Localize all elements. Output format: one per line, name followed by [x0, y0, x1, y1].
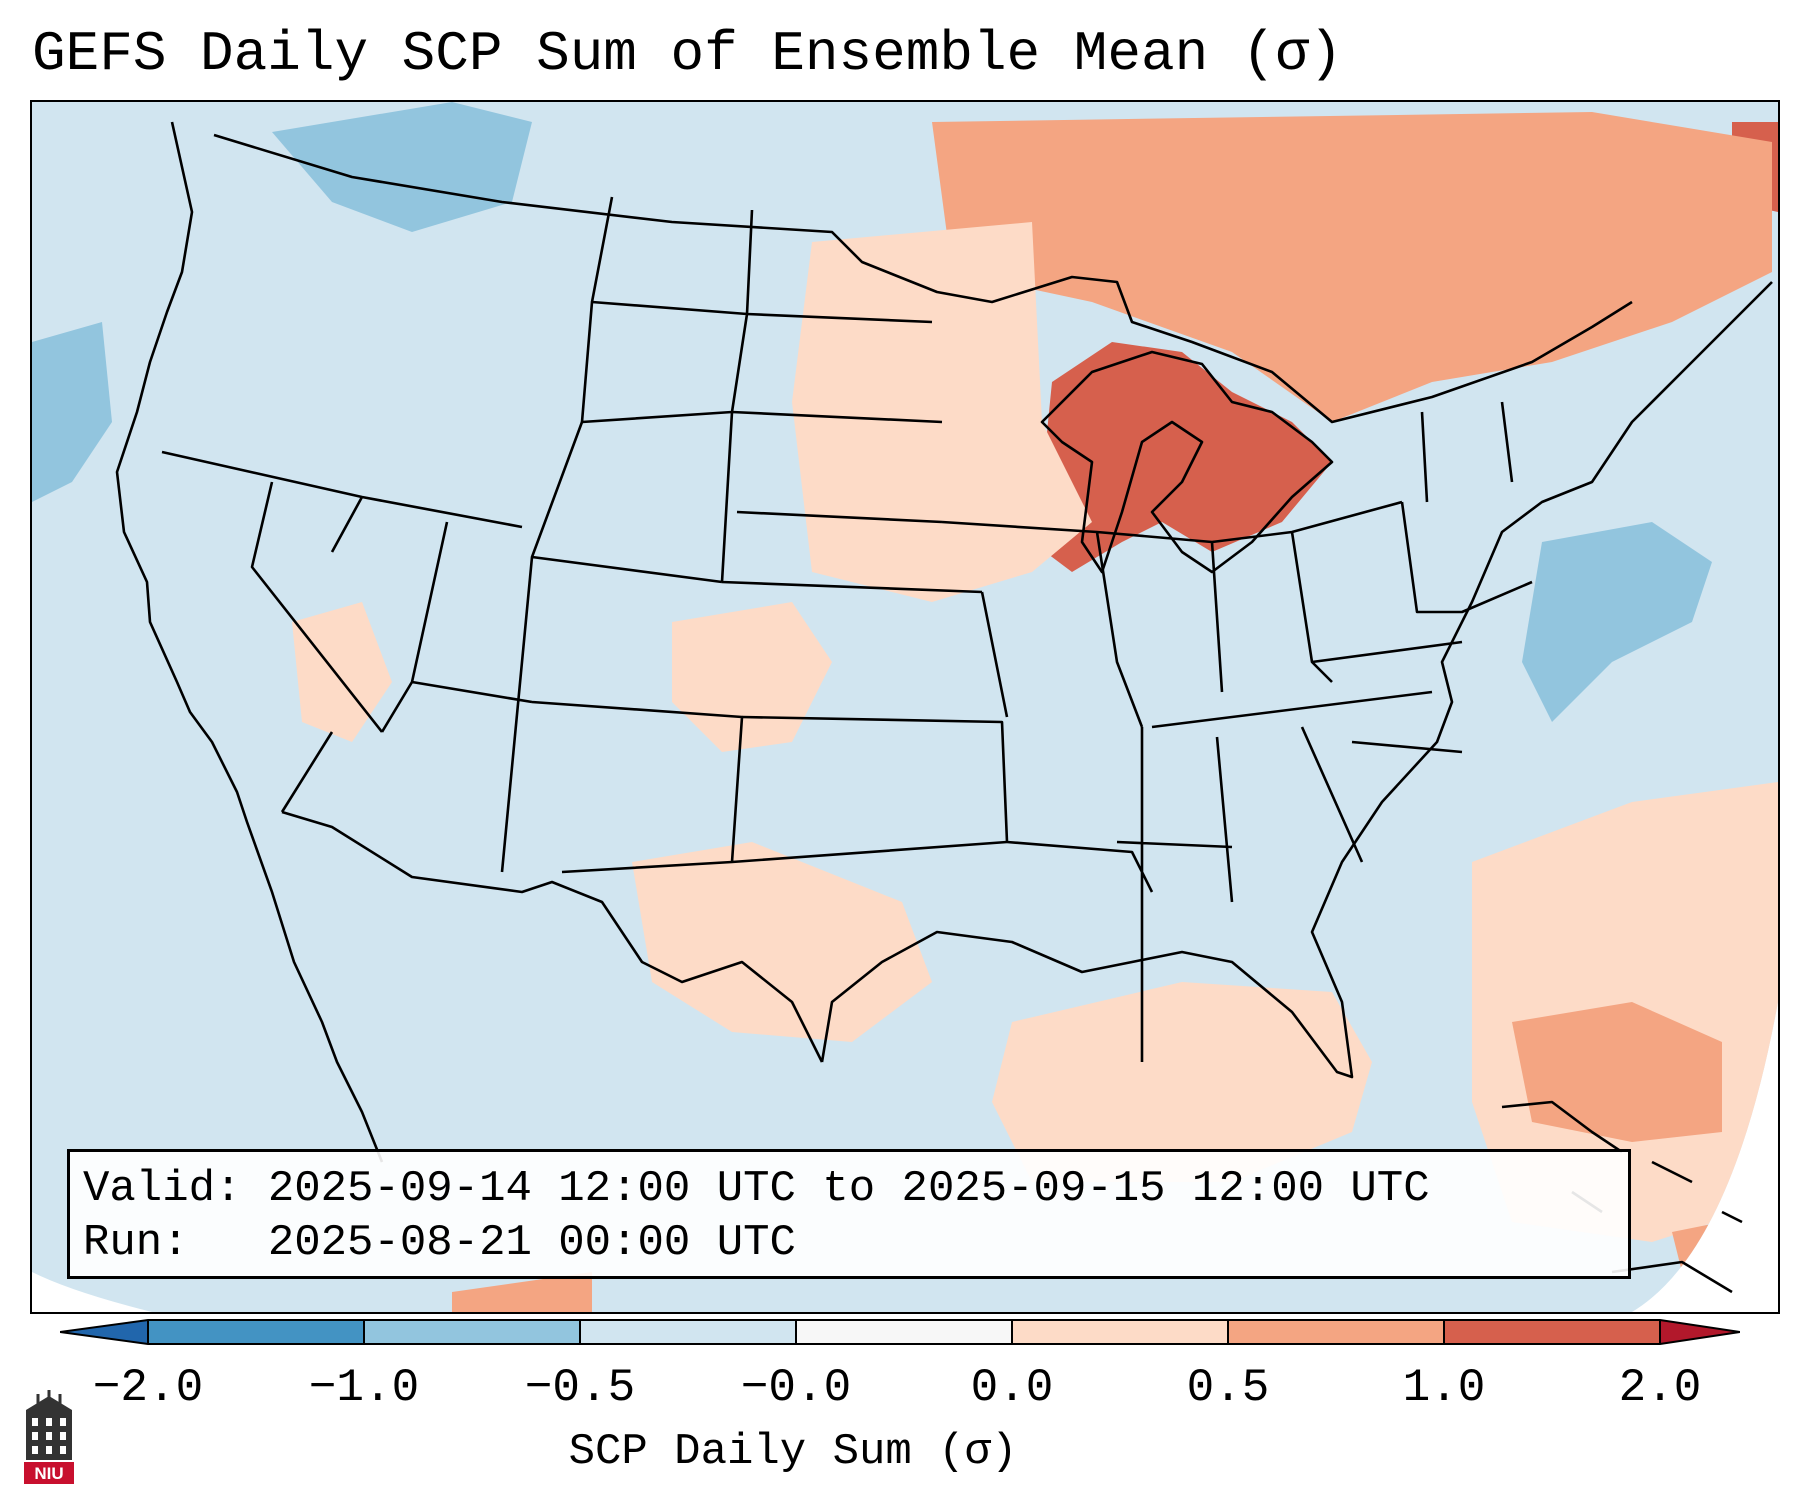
colorbar-segment	[148, 1320, 364, 1344]
niu-logo-text: NIU	[34, 1464, 63, 1483]
great-lakes-outline	[1040, 350, 1334, 574]
state-lines-central	[580, 196, 1463, 1062]
colorbar-tick-label: −2.0	[92, 1362, 204, 1414]
state-lines-east	[941, 401, 1533, 728]
us-coastline	[115, 121, 384, 1163]
anomaly-region-caribbean	[452, 1272, 592, 1312]
anomaly-region-pacific-northwest	[272, 102, 532, 232]
anomaly-region-southern-plains-gulf	[632, 842, 932, 1042]
colorbar-label: SCP Daily Sum (σ)	[568, 1427, 1018, 1477]
anomaly-region-upper-midwest-great-lakes	[1032, 342, 1332, 572]
anomaly-region-southern-plains-gulf	[292, 602, 392, 742]
colorbar-segment	[1444, 1320, 1660, 1344]
colorbar-segment	[364, 1320, 580, 1344]
anomaly-region-mid-atlantic-offshore	[1522, 522, 1712, 722]
anomaly-region-caribbean	[1512, 1002, 1722, 1142]
anomaly-region-upper-plains	[792, 222, 1092, 602]
valid-time-line: Valid: 2025-09-14 12:00 UTC to 2025-09-1…	[83, 1164, 1430, 1214]
state-lines-west	[161, 421, 1008, 874]
valid-run-info-box: Valid: 2025-09-14 12:00 UTC to 2025-09-1…	[67, 1149, 1631, 1279]
niu-logo-badge	[24, 1462, 74, 1484]
colorbar-tick-label: 1.0	[1402, 1362, 1486, 1414]
colorbar-segment	[1228, 1320, 1444, 1344]
colorbar	[60, 1319, 1740, 1345]
colorbar-tick-label: 0.0	[970, 1362, 1054, 1414]
anomaly-region-pacific-northwest	[32, 322, 112, 502]
anomaly-layer	[32, 102, 1778, 1312]
colorbar-extend-high	[1660, 1320, 1740, 1344]
gulf-coast	[820, 281, 1773, 1079]
run-time-line: Run: 2025-08-21 00:00 UTC	[83, 1218, 796, 1268]
niu-logo: NIU	[24, 1390, 74, 1484]
political-borders	[115, 121, 1773, 1294]
chart-title: GEFS Daily SCP Sum of Ensemble Mean (σ)	[32, 22, 1343, 86]
colorbar-tick-label: 2.0	[1618, 1362, 1702, 1414]
colorbar-segment	[1012, 1320, 1228, 1344]
map-panel	[30, 100, 1780, 1314]
colorbar-segment	[580, 1320, 796, 1344]
colorbar-tick-label: −0.0	[740, 1362, 852, 1414]
colorbar-extend-low	[60, 1320, 148, 1344]
colorbar-segment	[796, 1320, 1012, 1344]
map-canvas	[32, 102, 1778, 1312]
us-canada-border	[213, 133, 1633, 424]
colorbar-tick-label: −1.0	[308, 1362, 420, 1414]
colorbar-tick-label: 0.5	[1186, 1362, 1270, 1414]
anomaly-region-southern-plains-gulf	[992, 982, 1372, 1182]
us-southern-border	[281, 810, 824, 1063]
colorbar-tick-label: −0.5	[524, 1362, 636, 1414]
